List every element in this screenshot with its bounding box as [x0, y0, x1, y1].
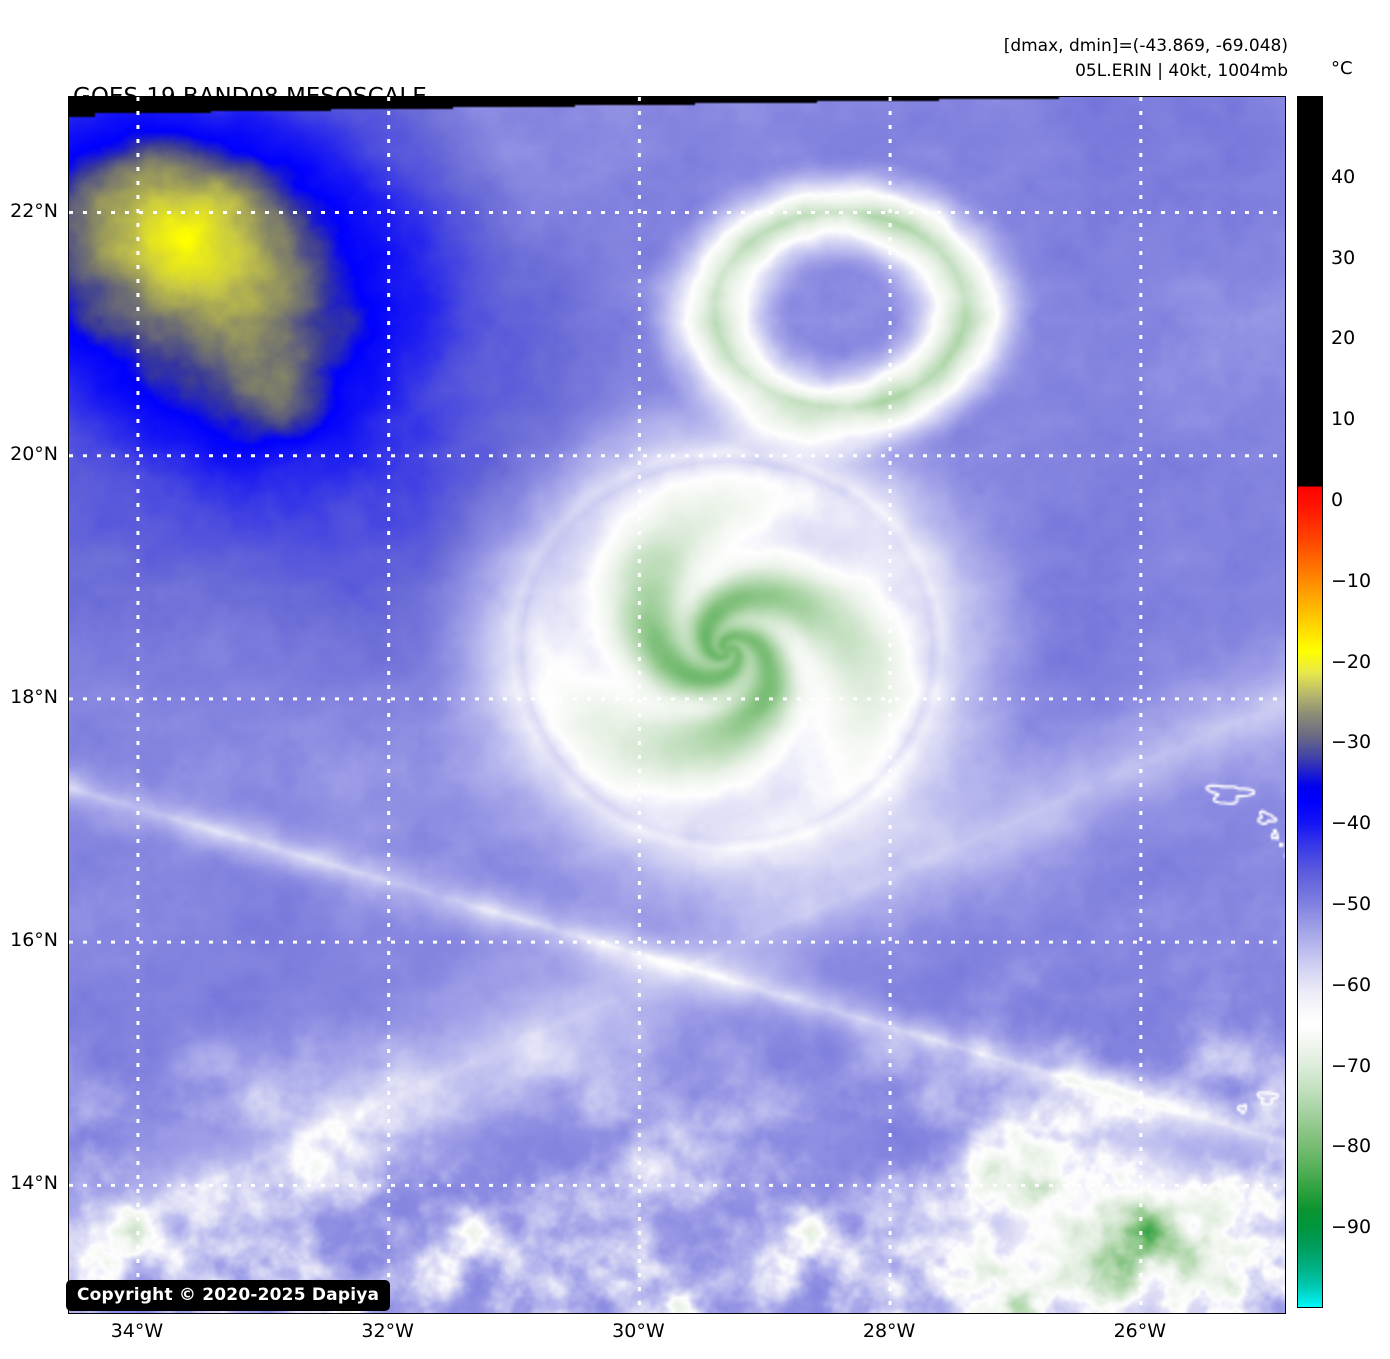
storm-info-label: 05L.ERIN | 40kt, 1004mb: [1075, 61, 1288, 81]
colorbar: °C 40 30 20 10 0 −10 −20 −30 −40 −50 −60 −70 −80 −90: [1297, 58, 1371, 1308]
colorbar-tick-label: −30: [1331, 731, 1372, 754]
colorbar-tick-label: −80: [1331, 1135, 1372, 1158]
x-axis-tick-label: 28°W: [862, 1320, 916, 1342]
metadata-block: [dmax, dmin]=(-43.869, -69.048) 05L.ERIN…: [1004, 34, 1288, 84]
colorbar-tick-label: 0: [1331, 489, 1344, 511]
x-axis-tick-label: 34°W: [110, 1320, 164, 1342]
satellite-imagery-canvas: [69, 97, 1285, 1313]
copyright-badge: Copyright © 2020-2025 Dapiya: [66, 1280, 391, 1311]
dmax-dmin-label: [dmax, dmin]=(-43.869, -69.048): [1003, 36, 1288, 56]
y-axis-tick-label: 16°N: [10, 929, 58, 952]
colorbar-tick-label: 10: [1331, 408, 1356, 431]
x-axis-tick-label: 32°W: [361, 1320, 414, 1342]
y-axis-tick-label: 14°N: [10, 1172, 58, 1195]
colorbar-tick-label: 40: [1331, 165, 1356, 188]
colorbar-tick-label: −10: [1331, 569, 1372, 592]
colorbar-tick-label: −70: [1331, 1054, 1372, 1077]
colorbar-tick-label: 30: [1331, 246, 1356, 269]
x-axis-tick-label: 26°W: [1113, 1320, 1167, 1342]
colorbar-unit-label: °C: [1331, 58, 1353, 79]
colorbar-tick-label: −60: [1331, 973, 1372, 996]
y-axis-tick-label: 18°N: [10, 685, 58, 708]
colorbar-tick-label: −20: [1331, 650, 1372, 673]
y-axis-tick-label: 22°N: [10, 199, 58, 222]
satellite-image-plot: [68, 96, 1286, 1314]
colorbar-gradient: [1297, 96, 1323, 1308]
colorbar-tick-label: 20: [1331, 327, 1356, 350]
colorbar-tick-label: −50: [1331, 893, 1372, 915]
y-axis-tick-label: 20°N: [10, 442, 58, 465]
colorbar-tick-label: −40: [1331, 812, 1372, 835]
x-axis-tick-label: 30°W: [612, 1320, 665, 1342]
colorbar-tick-label: −90: [1331, 1216, 1372, 1239]
